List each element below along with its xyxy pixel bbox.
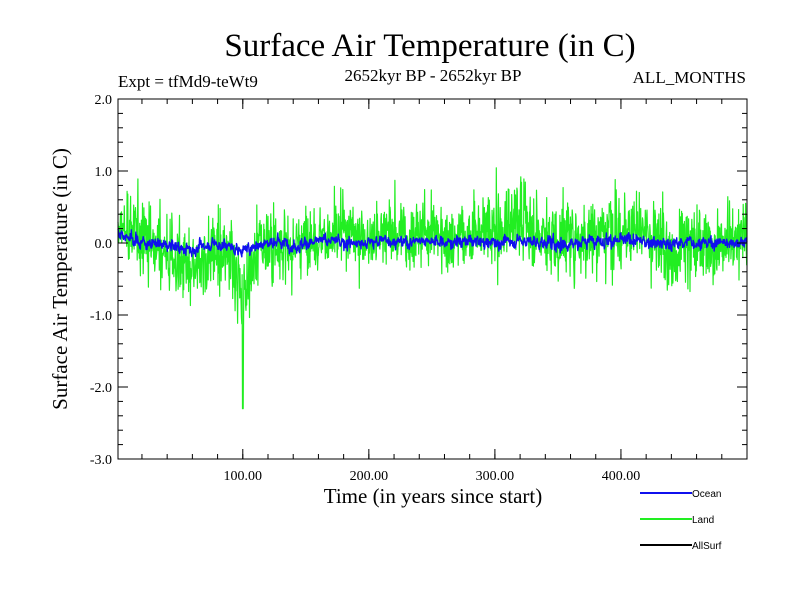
x-tick-label: 300.00: [476, 469, 515, 484]
y-tick-label: 0.0: [95, 237, 113, 252]
period-label: 2652kyr BP - 2652kyr BP: [344, 66, 522, 85]
x-axis-label: Time (in years since start): [324, 484, 543, 508]
legend-label-allsurf: AllSurf: [692, 541, 722, 552]
y-tick-label: 1.0: [95, 165, 113, 180]
x-tick-label: 100.00: [224, 469, 263, 484]
y-tick-label: -2.0: [90, 381, 112, 396]
y-tick-label: 2.0: [95, 93, 113, 108]
legend-label-ocean: Ocean: [692, 489, 721, 500]
experiment-label: Expt = tfMd9-teWt9: [118, 72, 258, 91]
x-tick-label: 200.00: [350, 469, 389, 484]
ticks-layer: 2.0 1.0 0.0 -1.0 -2.0 -3.0 100.00 200.00 300.00 4…: [90, 93, 747, 484]
series-layer: [117, 167, 748, 410]
series-line-land: [117, 167, 748, 410]
y-axis-label: Surface Air Temperature (in C): [48, 148, 72, 410]
chart-title: Surface Air Temperature (in C): [224, 28, 636, 64]
legend-label-land: Land: [692, 515, 714, 526]
series-line-ocean: [117, 228, 748, 258]
legend: Ocean Land AllSurf: [640, 489, 722, 552]
plot-frame: [117, 98, 748, 460]
months-label: ALL_MONTHS: [632, 68, 746, 87]
y-tick-label: -3.0: [90, 453, 112, 468]
y-tick-label: -1.0: [90, 309, 112, 324]
x-tick-label: 400.00: [602, 469, 641, 484]
